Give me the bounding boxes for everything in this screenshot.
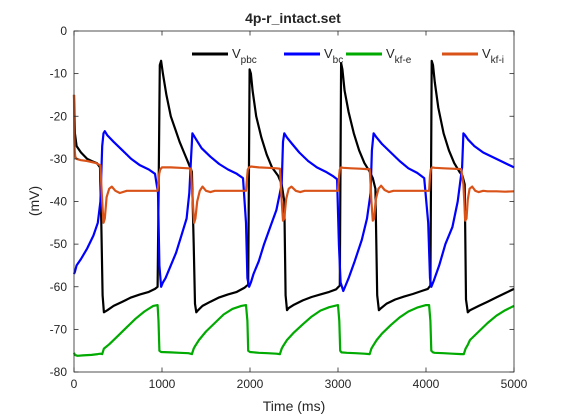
legend-label-3: Vkf-i xyxy=(482,46,504,66)
axes: 0 1000 2000 3000 4000 5000 0 -10 -20 -30 -40 -50 -60… xyxy=(50,24,528,391)
chart-title: 4p-r_intact.set xyxy=(245,10,341,26)
series-line-3 xyxy=(72,94,515,224)
x-tick-label: 4000 xyxy=(413,377,440,391)
y-tick-label: -50 xyxy=(50,237,68,251)
legend-label-0: Vpbc xyxy=(232,46,257,66)
x-tick-label: 2000 xyxy=(237,377,264,391)
x-tick-label: 5000 xyxy=(501,377,528,391)
series-layer xyxy=(72,59,515,357)
y-tick-label: -30 xyxy=(50,152,68,166)
x-tick-label: 1000 xyxy=(149,377,176,391)
y-tick-label: 0 xyxy=(60,24,67,38)
series-line-2 xyxy=(72,304,515,357)
y-tick-label: -70 xyxy=(50,322,68,336)
y-tick-label: -20 xyxy=(50,109,68,123)
legend-label-2: Vkf-e xyxy=(386,46,412,66)
y-axis-label: (mV) xyxy=(26,186,42,216)
series-line-1 xyxy=(72,130,515,293)
x-tick-label: 3000 xyxy=(325,377,352,391)
x-tick-label: 0 xyxy=(71,377,78,391)
y-tick-label: -40 xyxy=(50,195,68,209)
y-tick-label: -80 xyxy=(50,365,68,379)
legend-label-1: Vbc xyxy=(324,46,343,66)
y-tick-label: -10 xyxy=(50,67,68,81)
plot-area xyxy=(74,31,514,372)
legend: Vpbc Vbc Vkf-e Vkf-i xyxy=(192,46,504,66)
y-tick-label: -60 xyxy=(50,280,68,294)
x-axis-label: Time (ms) xyxy=(263,398,325,414)
